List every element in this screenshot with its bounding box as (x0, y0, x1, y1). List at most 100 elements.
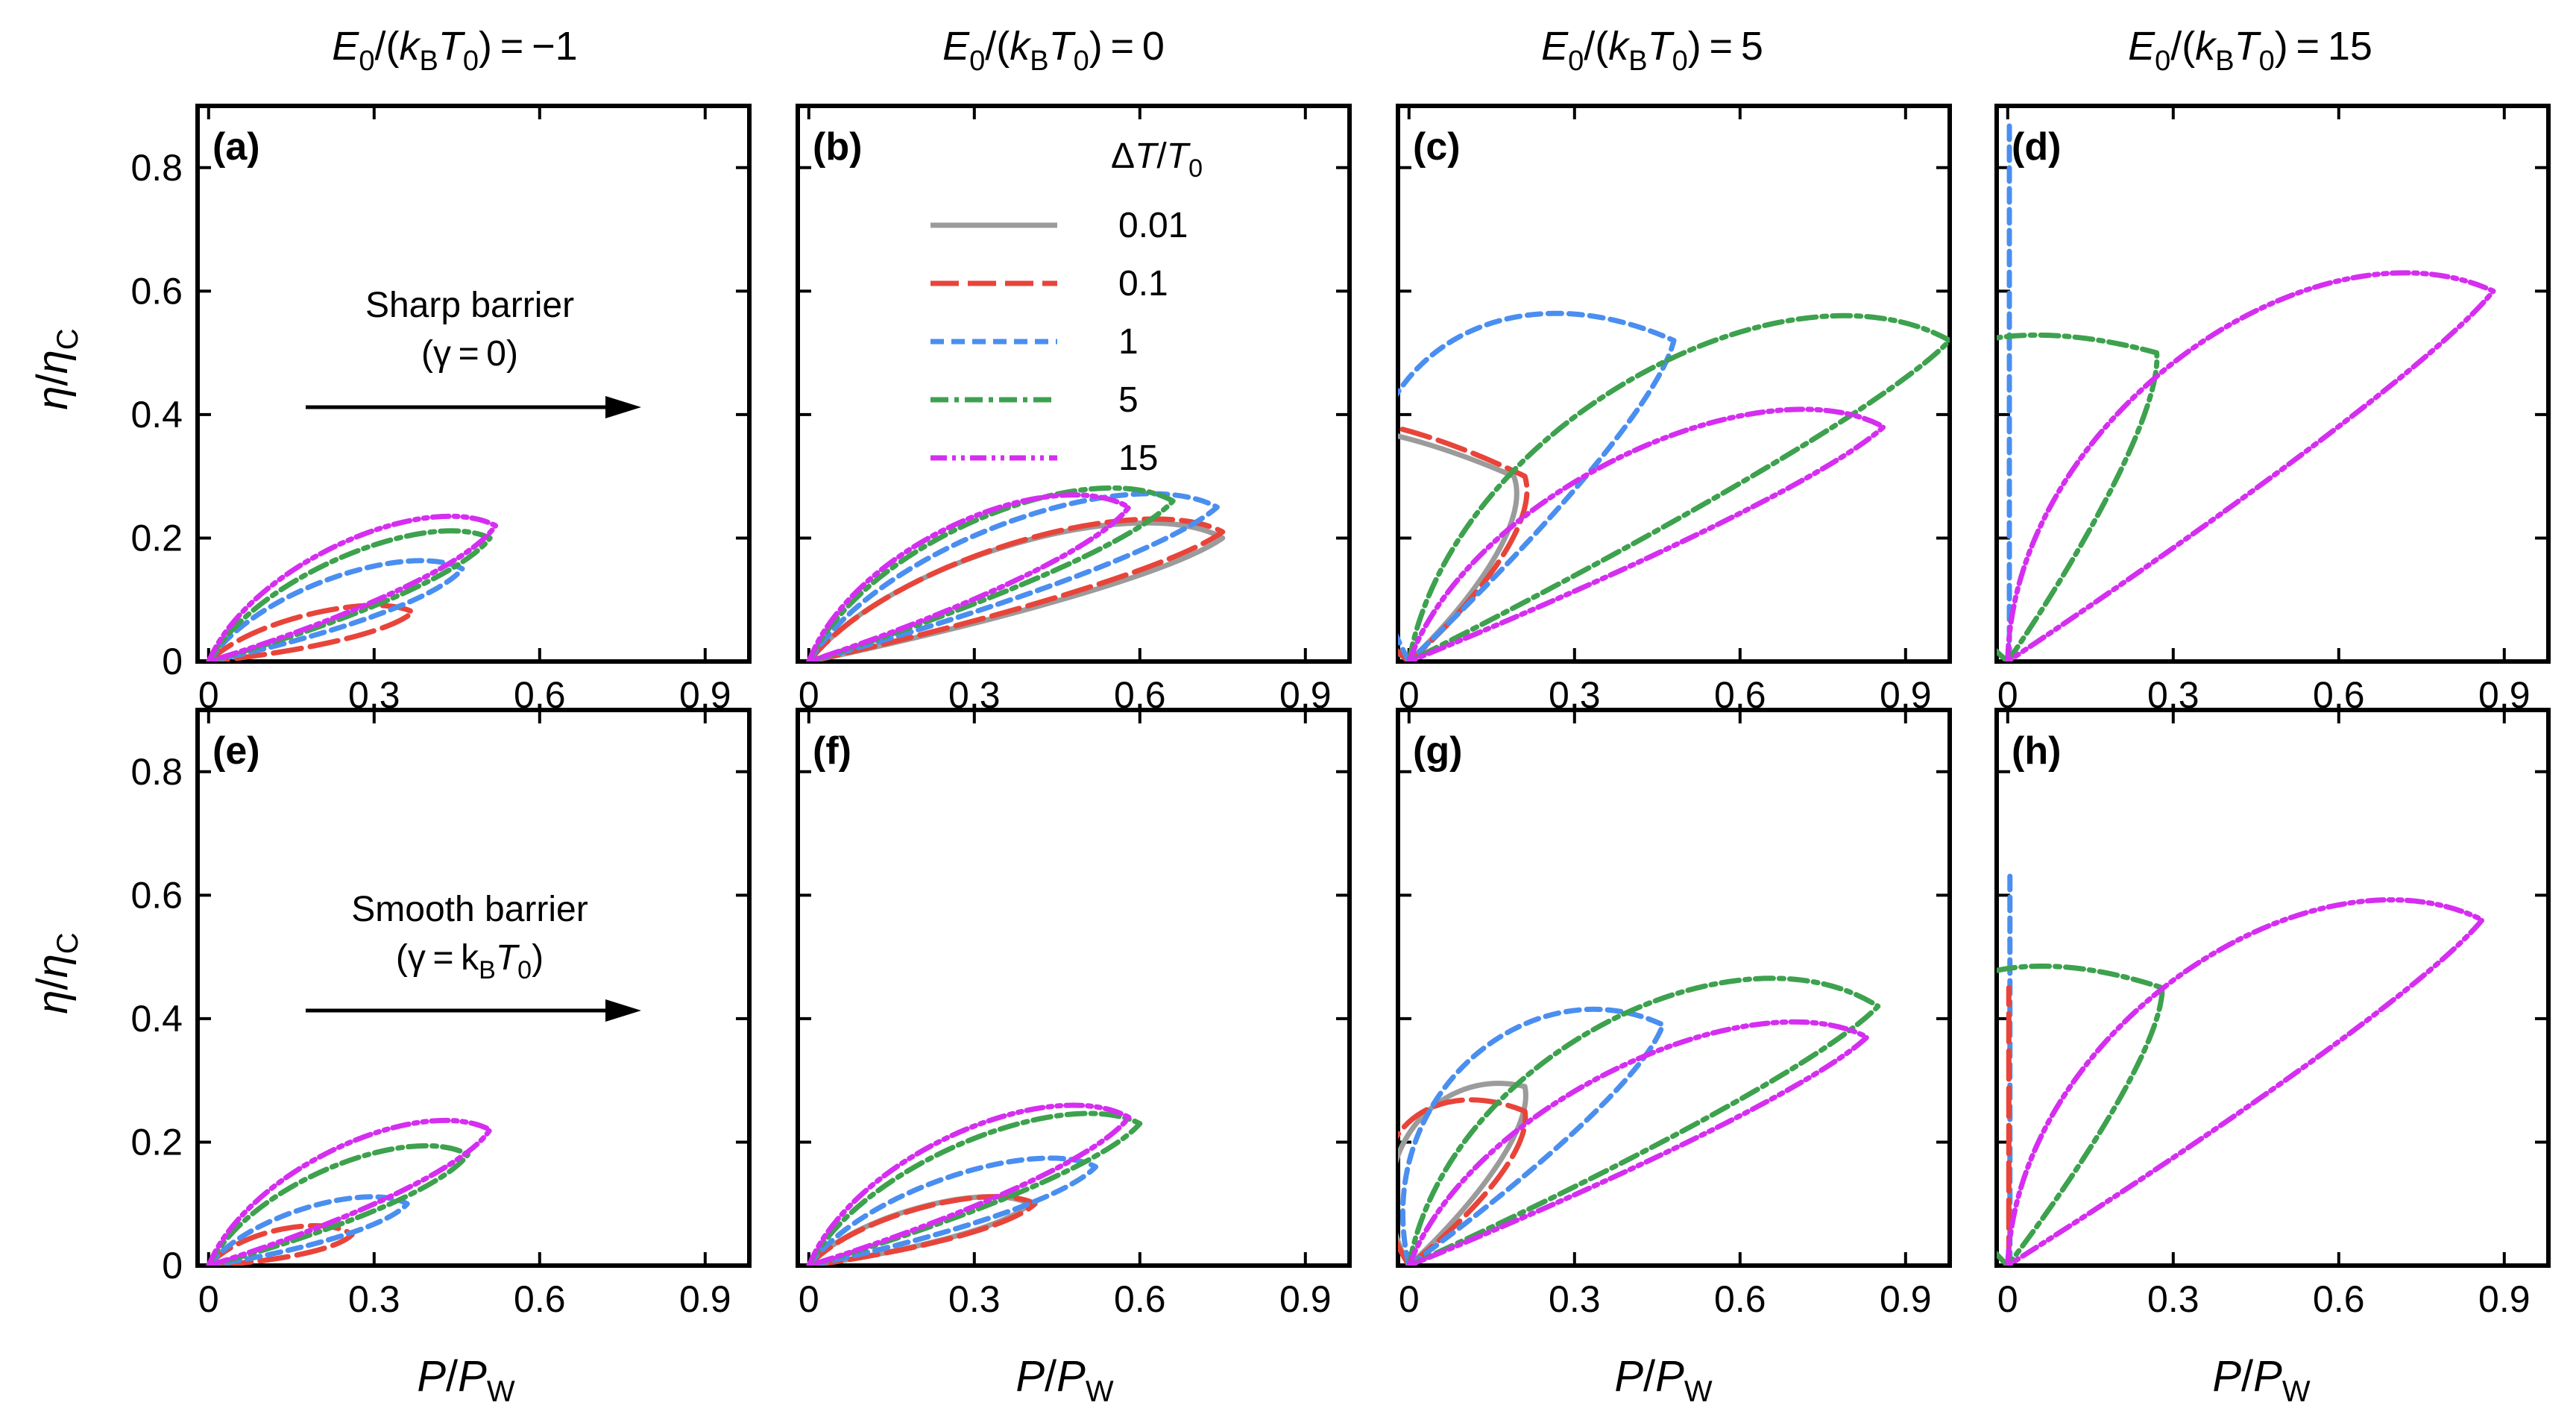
panel-data (1997, 122, 2496, 662)
annotation-smooth-arrowhead (605, 999, 641, 1022)
panels-group: 0 0.3 0.6 0.900.20.40.60.8 (a)0 0.3 0.6 0.9(b)0… (130, 104, 2551, 1320)
axes-frame (1396, 104, 1952, 664)
panel-label: (e) (212, 729, 260, 773)
series-15 (2005, 270, 2496, 662)
panel-label: (h) (2012, 729, 2061, 773)
panel-e: 0 0.3 0.6 0.9 0 0.2 0.4 0.6 0.8 (e) (130, 708, 752, 1320)
legend: ΔT/T0 0.01 0.1 1 5 15 (930, 136, 1203, 478)
panel-data (1997, 867, 2485, 1266)
series-1 (1399, 1006, 1666, 1266)
series-0.1 (206, 603, 416, 662)
y-tick-label: 0 (162, 641, 183, 682)
annotation-sharp: Sharp barrier (γ = 0) (306, 286, 641, 418)
series-5 (1997, 963, 2165, 1266)
x-tick-label: 0.6 (1114, 1278, 1166, 1320)
series-5 (206, 528, 493, 662)
legend-label-15: 15 (1118, 439, 1158, 478)
legend-title: ΔT/T0 (1111, 136, 1203, 183)
series-15 (206, 513, 499, 662)
panel-a: 0 0.3 0.6 0.900.20.40.60.8 (a) (130, 104, 752, 716)
column-title-1: E0/(kBT0) = −1 (332, 24, 577, 77)
panel-data (206, 513, 499, 662)
legend-label-5: 5 (1118, 380, 1139, 420)
panel-label: (f) (813, 729, 851, 773)
panel-data (206, 1117, 493, 1266)
column-title-3: E0/(kBT0) = 5 (1541, 24, 1763, 77)
x-tick-label: 0 (1399, 1278, 1420, 1320)
series-1 (1398, 310, 1677, 662)
axes-frame (1994, 104, 2551, 664)
x-tick-label: 0.3 (348, 1278, 400, 1320)
x-axis-label-1: P/PW (417, 1352, 515, 1408)
x-axis-labels: P/PW P/PW P/PW P/PW (417, 1352, 2311, 1408)
y-tick-label: 0.4 (130, 998, 183, 1040)
panel-c: 0 0.3 0.6 0.9(c) (1396, 104, 1952, 716)
axes-frame (1994, 708, 2551, 1268)
series-5 (806, 485, 1176, 662)
x-axis-label-3: P/PW (1614, 1352, 1713, 1408)
x-tick-label: 0.3 (948, 1278, 1001, 1320)
y-axis-label-bottom: η/ηC (28, 932, 84, 1014)
axes-frame (195, 104, 752, 664)
x-tick-label: 0.6 (514, 1278, 566, 1320)
series-1 (806, 491, 1220, 662)
y-tick-label: 0 (162, 1245, 183, 1286)
x-tick-label: 0.3 (1549, 1278, 1601, 1320)
panel-f: 0 0.3 0.6 0.9 (f) (796, 708, 1352, 1320)
panel-h: 0 0.3 0.6 0.9 (h) (1994, 708, 2551, 1320)
series-0.1 (806, 516, 1226, 662)
series-15 (206, 1117, 493, 1266)
y-tick-label: 0.6 (130, 874, 183, 916)
panel-label: (d) (2012, 125, 2061, 169)
series-5 (206, 1143, 471, 1266)
annotation-smooth-line2: (γ = kBT0) (396, 938, 544, 984)
legend-label-0.1: 0.1 (1118, 264, 1168, 304)
y-tick-label: 0.4 (130, 394, 183, 436)
series-1 (206, 558, 465, 662)
series-15 (1406, 406, 1886, 662)
y-axis-labels: η/ηC η/ηC (28, 328, 84, 1014)
x-tick-label: 0.9 (1880, 1278, 1932, 1320)
panel-data (1398, 975, 1881, 1266)
panel-data (806, 1102, 1143, 1266)
x-tick-label: 0 (198, 1278, 219, 1320)
panel-data (806, 485, 1226, 662)
x-tick-label: 0.6 (1714, 1278, 1766, 1320)
x-tick-label: 0 (799, 1278, 819, 1320)
series-0.01 (1398, 1081, 1528, 1266)
series-5 (1997, 332, 2160, 662)
panel-label: (c) (1413, 125, 1461, 169)
series-5 (1406, 975, 1881, 1266)
axes-frame (195, 708, 752, 1268)
annotation-smooth-line1: Smooth barrier (351, 890, 588, 929)
series-1 (806, 1155, 1099, 1266)
y-axis-label-top: η/ηC (28, 328, 84, 409)
column-titles: E0/(kBT0) = −1 E0/(kBT0) = 0 E0/(kBT0) =… (332, 24, 2372, 77)
series-15 (1406, 1019, 1870, 1266)
series-15 (806, 492, 1132, 662)
panel-b: 0 0.3 0.6 0.9(b) (796, 104, 1352, 716)
axes-frame (796, 708, 1352, 1268)
series-1 (206, 1194, 410, 1266)
panel-label: (a) (212, 125, 260, 169)
x-axis-label-2: P/PW (1015, 1352, 1114, 1408)
annotation-sharp-arrowhead (605, 396, 641, 418)
x-tick-label: 0.6 (2313, 1278, 2365, 1320)
series-15 (806, 1102, 1132, 1266)
y-tick-label: 0.8 (130, 147, 183, 189)
axes-frame (1396, 708, 1952, 1268)
y-tick-label: 0.8 (130, 751, 183, 793)
legend-label-0.01: 0.01 (1118, 206, 1188, 245)
axes-frame (796, 104, 1352, 664)
annotation-sharp-line1: Sharp barrier (365, 286, 574, 325)
y-tick-label: 0.6 (130, 270, 183, 312)
y-tick-label: 0.2 (130, 1121, 183, 1163)
series-0.01 (1398, 433, 1520, 662)
panel-label: (g) (1413, 729, 1462, 773)
annotation-sharp-line2: (γ = 0) (421, 334, 518, 374)
annotation-smooth: Smooth barrier (γ = kBT0) (306, 890, 641, 1022)
x-tick-label: 0.9 (2478, 1278, 2531, 1320)
panel-g: 0 0.3 0.6 0.9 (g) (1396, 708, 1952, 1320)
panel-data (1398, 310, 1950, 662)
